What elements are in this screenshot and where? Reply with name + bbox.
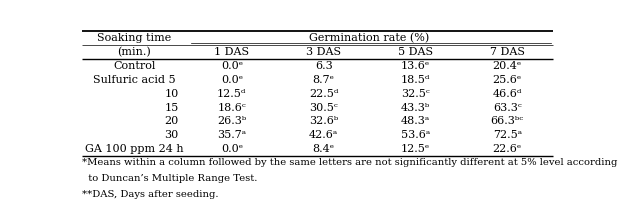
Text: 32.5ᶜ: 32.5ᶜ (401, 89, 430, 99)
Text: 0.0ᵉ: 0.0ᵉ (221, 144, 243, 154)
Text: 20: 20 (164, 117, 179, 126)
Text: 18.6ᶜ: 18.6ᶜ (218, 102, 246, 113)
Text: Sulfuric acid 5: Sulfuric acid 5 (93, 75, 175, 85)
Text: 13.6ᵉ: 13.6ᵉ (401, 61, 430, 71)
Text: 72.5ᵃ: 72.5ᵃ (493, 130, 522, 140)
Text: 35.7ᵃ: 35.7ᵃ (217, 130, 246, 140)
Text: Soaking time: Soaking time (97, 33, 171, 43)
Text: 53.6ᵃ: 53.6ᵃ (401, 130, 430, 140)
Text: **DAS, Days after seeding.: **DAS, Days after seeding. (82, 190, 219, 199)
Text: 63.3ᶜ: 63.3ᶜ (493, 102, 521, 113)
Text: 20.4ᵉ: 20.4ᵉ (493, 61, 522, 71)
Text: 8.7ᵉ: 8.7ᵉ (312, 75, 335, 85)
Text: 22.5ᵈ: 22.5ᵈ (309, 89, 339, 99)
Text: Control: Control (113, 61, 155, 71)
Text: 6.3: 6.3 (315, 61, 332, 71)
Text: 26.3ᵇ: 26.3ᵇ (217, 117, 246, 126)
Text: 66.3ᵇᶜ: 66.3ᵇᶜ (490, 117, 524, 126)
Text: 8.4ᵉ: 8.4ᵉ (312, 144, 335, 154)
Text: Germination rate (%): Germination rate (%) (309, 33, 430, 43)
Text: 30.5ᶜ: 30.5ᶜ (309, 102, 338, 113)
Text: to Duncan’s Multiple Range Test.: to Duncan’s Multiple Range Test. (82, 174, 258, 183)
Text: 30: 30 (164, 130, 179, 140)
Text: 5 DAS: 5 DAS (398, 47, 433, 57)
Text: 48.3ᵃ: 48.3ᵃ (401, 117, 430, 126)
Text: (min.): (min.) (117, 47, 151, 57)
Text: *Means within a column followed by the same letters are not significantly differ: *Means within a column followed by the s… (82, 158, 618, 167)
Text: 3 DAS: 3 DAS (306, 47, 341, 57)
Text: 42.6ᵃ: 42.6ᵃ (309, 130, 339, 140)
Text: 7 DAS: 7 DAS (490, 47, 525, 57)
Text: GA 100 ppm 24 h: GA 100 ppm 24 h (85, 144, 184, 154)
Text: 10: 10 (164, 89, 179, 99)
Text: 46.6ᵈ: 46.6ᵈ (493, 89, 522, 99)
Text: 18.5ᵈ: 18.5ᵈ (401, 75, 430, 85)
Text: 12.5ᵈ: 12.5ᵈ (217, 89, 247, 99)
Text: 25.6ᵉ: 25.6ᵉ (493, 75, 522, 85)
Text: 0.0ᵉ: 0.0ᵉ (221, 75, 243, 85)
Text: 22.6ᵉ: 22.6ᵉ (493, 144, 522, 154)
Text: 12.5ᵉ: 12.5ᵉ (401, 144, 430, 154)
Text: 0.0ᵉ: 0.0ᵉ (221, 61, 243, 71)
Text: 43.3ᵇ: 43.3ᵇ (401, 102, 430, 113)
Text: 1 DAS: 1 DAS (215, 47, 249, 57)
Text: 32.6ᵇ: 32.6ᵇ (309, 117, 339, 126)
Text: 15: 15 (164, 102, 179, 113)
